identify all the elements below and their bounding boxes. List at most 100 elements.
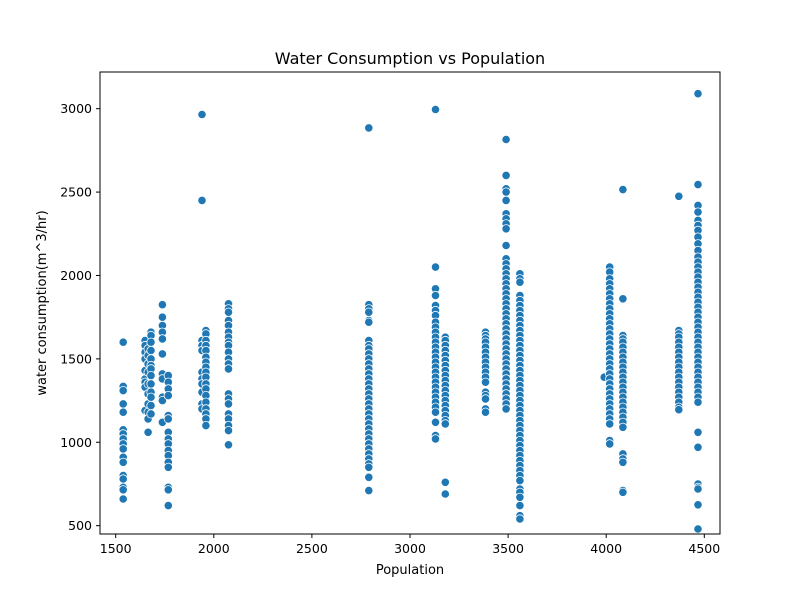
x-tick-label: 3500 [492,541,524,556]
data-point [430,290,441,301]
data-point [118,444,128,454]
data-point [605,419,615,429]
data-point [163,462,173,472]
data-point [163,500,173,511]
data-point [163,390,173,401]
data-point [440,489,450,499]
data-point [430,407,441,417]
data-point [605,439,615,449]
data-point [364,307,374,317]
data-point [480,407,491,417]
data-point [430,104,441,115]
data-point [440,419,450,429]
data-point [618,457,628,467]
data-point [515,514,525,524]
data-point [157,300,167,310]
data-point [501,134,511,145]
data-point [515,492,525,502]
data-point [364,317,374,327]
data-point [693,427,703,437]
data-point [143,427,153,437]
data-point [157,349,167,359]
plot-area [118,89,703,534]
x-axis: 1500 2000 2500 3000 3500 4000 4500 [100,534,720,556]
data-point [157,312,167,322]
data-point [197,109,207,120]
y-tick-label: 500 [68,518,92,533]
data-point [201,420,211,431]
data-point [693,524,703,534]
data-point [163,414,173,424]
data-point [118,385,128,396]
data-point [501,170,511,180]
data-point [515,475,525,486]
data-point [364,462,374,472]
data-point [693,484,703,494]
data-point [223,440,234,450]
data-point [157,334,167,344]
data-point [364,485,374,496]
data-point [440,477,450,487]
data-point [693,89,703,99]
data-point [618,422,628,432]
data-point [674,191,684,201]
data-point [197,195,207,205]
data-point [693,207,703,217]
axes-frame [99,71,721,535]
data-point [618,294,628,304]
x-tick-label: 4000 [590,541,622,556]
y-axis-label: water consumption(m^3/hr) [35,210,50,395]
data-point [501,195,511,205]
data-point [693,500,703,510]
data-point [118,485,128,495]
data-point [693,442,703,452]
y-tick-label: 2500 [60,185,92,200]
data-point [674,405,684,415]
data-point [146,400,156,411]
data-point [146,345,156,356]
data-point [118,399,128,409]
x-axis-label: Population [376,563,444,578]
data-point [146,409,156,419]
x-tick-label: 3000 [394,541,426,556]
x-tick-label: 2000 [198,541,230,556]
y-tick-label: 1000 [60,435,92,450]
x-tick-label: 1500 [100,541,132,556]
data-point [501,404,511,414]
data-point [618,185,628,195]
y-axis: 500 1000 1500 2000 2500 3000 [60,101,100,533]
data-point [118,407,128,417]
data-point [515,277,525,287]
data-point [618,487,628,497]
data-point [223,399,234,409]
data-point [118,494,128,504]
data-point [430,434,441,444]
data-point [501,224,511,234]
data-point [501,187,511,197]
y-tick-label: 1500 [60,351,92,366]
data-point [501,240,511,251]
chart-title: Water Consumption vs Population [275,49,545,68]
data-point [118,337,128,347]
data-point [364,472,374,482]
data-point [430,262,441,272]
y-tick-label: 2000 [60,268,92,283]
data-point [163,485,173,495]
data-point [118,474,128,484]
data-point [223,307,234,317]
data-point [118,457,128,467]
data-point [364,123,374,133]
data-point [157,395,167,406]
x-tick-label: 2500 [296,541,328,556]
data-point [223,364,234,374]
x-tick-label: 4500 [688,541,720,556]
y-tick-label: 3000 [60,101,92,116]
data-point [480,377,491,387]
data-point [146,379,156,389]
data-point [146,337,156,347]
data-point [223,425,234,436]
data-point [146,370,156,381]
data-point [693,180,703,190]
data-point [146,392,156,402]
data-point [515,500,525,511]
